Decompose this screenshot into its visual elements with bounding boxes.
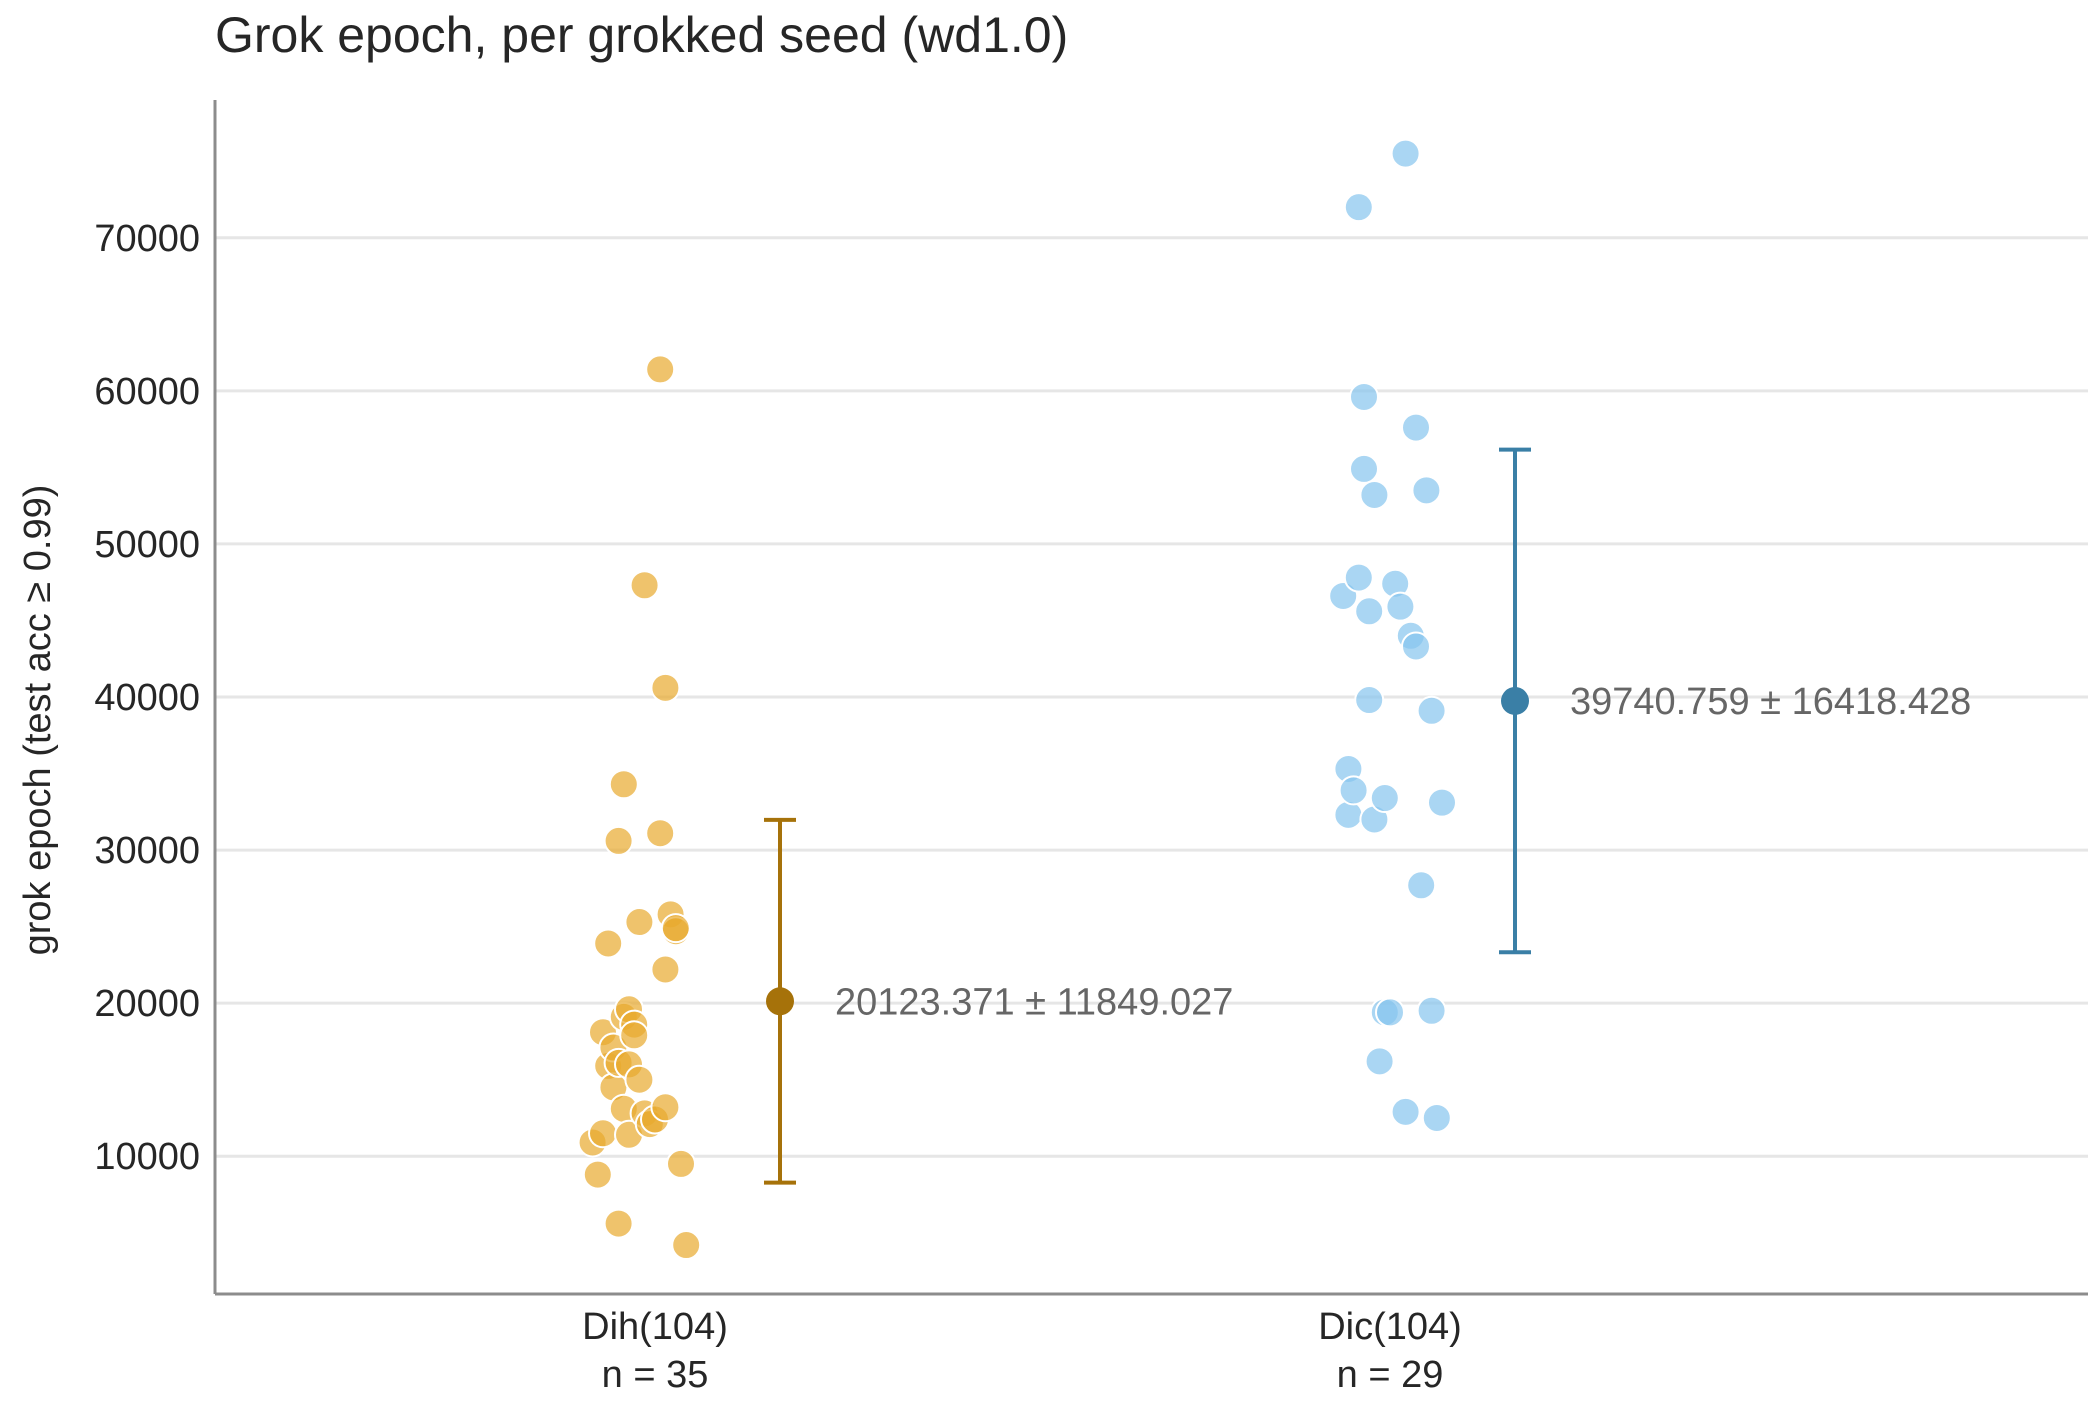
data-point [1369,783,1400,814]
data-point [603,1208,634,1239]
data-point [1354,685,1385,716]
data-point [624,1064,655,1095]
y-tick-label: 50000 [94,524,200,566]
data-point [1401,631,1431,662]
y-axis-label: grok epoch (test acc ≥ 0.99) [17,485,59,956]
mean-marker [766,987,794,1016]
data-point [1390,1096,1421,1127]
data-point [1427,787,1457,818]
x-category-label: Dih(104) [582,1306,728,1348]
data-point [619,1020,650,1051]
data-point [1343,562,1374,593]
data-point [1390,138,1421,169]
data-point [1359,479,1390,510]
y-tick-label: 60000 [94,371,200,413]
data-point [650,672,681,703]
data-point [1349,453,1379,484]
y-tick-label: 20000 [94,983,200,1025]
data-point [1338,775,1369,806]
data-point [650,1092,681,1123]
data-point [1416,695,1447,726]
data-point [629,570,660,601]
data-point [1385,591,1416,622]
grid-lines [215,236,2088,1158]
y-tick-label: 70000 [94,218,200,260]
data-point [603,825,634,856]
data-point [588,1118,618,1149]
chart-title: Grok epoch, per grokked seed (wd1.0) [215,7,1068,63]
data-point [1364,1046,1395,1077]
data-point [624,907,655,938]
data-point [660,913,691,944]
x-category-labels: Dih(104) n = 35 Dic(104) n = 29 [582,1306,1462,1396]
data-points [577,138,1457,1261]
summary-markers: 20123.371 ± 11849.027 39740.759 ± 16418.4… [764,447,1971,1185]
data-point [650,954,681,985]
data-point [1401,412,1431,443]
x-category-label: Dic(104) [1318,1306,1462,1348]
y-tick-label: 10000 [94,1136,200,1178]
data-point [1411,475,1442,506]
y-tick-labels: 10000 20000 30000 40000 50000 60000 70000 [94,218,200,1178]
data-point [1416,995,1447,1026]
data-point [593,928,624,959]
data-point [1406,870,1437,901]
mean-sd-annotation: 39740.759 ± 16418.428 [1570,681,1971,723]
y-tick-label: 40000 [94,677,200,719]
data-point [582,1159,613,1190]
y-tick-label: 30000 [94,830,200,872]
mean-sd-annotation: 20123.371 ± 11849.027 [835,981,1233,1023]
x-category-count: n = 29 [1337,1354,1444,1396]
data-point [1349,381,1379,412]
data-point [671,1230,702,1261]
data-point [1354,596,1385,627]
mean-marker [1501,686,1529,715]
data-point [1421,1102,1452,1133]
data-point [666,1148,696,1179]
data-point [645,818,676,849]
data-point [645,354,676,385]
data-point [1343,192,1374,223]
data-point [1375,997,1405,1028]
x-category-count: n = 35 [602,1354,709,1396]
data-point [1333,799,1364,830]
data-point [608,769,639,800]
